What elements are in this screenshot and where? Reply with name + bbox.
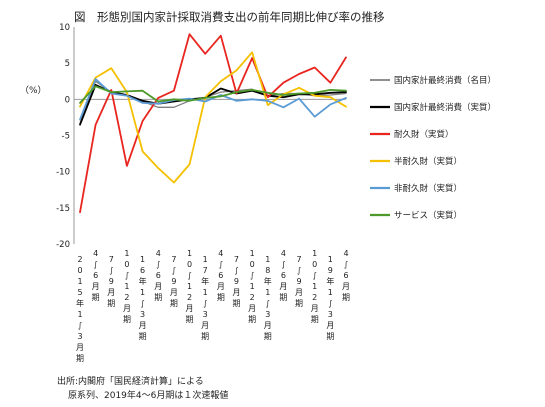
legend-label: 非耐久財（実質） <box>394 183 462 194</box>
x-tick-label: 1 9 年 1 ∫ 3 月期 <box>326 255 334 341</box>
legend-label: サービス（実質） <box>394 210 462 221</box>
y-tick-label: -15 <box>56 204 70 214</box>
x-tick-label: 4 ∫ 6 月期 <box>217 249 225 302</box>
y-tick-label: -10 <box>56 168 70 178</box>
x-axis-category-labels: 2 0 1 5 年 1 ∫ 3 月期 4 ∫ 6 月期 7 ∫ 9 月期 1 0 ∫ 1 2 月期 1 6 年 1 ∫ 3 月期 4 ∫ 6 月期… <box>76 249 350 363</box>
y-axis-unit-label: （%） <box>20 85 47 96</box>
x-tick-label: 4 ∫ 6 月期 <box>342 249 350 302</box>
legend: 国内家計最終消費（名目） 国内家計最終消費（実質） 耐久財（実質） 半耐久財（実質） 非… <box>370 75 496 221</box>
legend-label: 半耐久財（実質） <box>394 156 462 167</box>
x-tick-label: 2 0 1 5 年 1 ∫ 3 月期 <box>76 255 84 363</box>
series-line <box>79 51 347 184</box>
y-tick-label: 10 <box>59 23 70 33</box>
x-tick-label: 4 ∫ 6 月期 <box>154 249 162 302</box>
source-note-2: 原系列、2019年4〜6月期は１次速報値 <box>68 389 228 401</box>
series-line <box>79 80 347 124</box>
x-tick-label: 1 0 ∫ 1 2 月期 <box>186 249 194 324</box>
y-tick-label: 5 <box>65 59 70 69</box>
x-tick-label: 1 6 年 1 ∫ 3 月期 <box>139 255 147 341</box>
series-lines <box>79 33 347 214</box>
x-tick-label: 1 0 ∫ 1 2 月期 <box>311 249 319 324</box>
legend-label: 国内家計最終消費（名目） <box>394 75 496 86</box>
x-tick-label: 7 ∫ 9 月期 <box>107 255 115 308</box>
x-tick-label: 7 ∫ 9 月期 <box>295 255 303 308</box>
series-line <box>79 78 347 121</box>
axes <box>73 27 346 244</box>
y-tick-label: 0 <box>65 95 70 105</box>
x-tick-label: 7 ∫ 9 月期 <box>232 255 240 308</box>
x-tick-label: 4 ∫ 6 月期 <box>92 249 100 302</box>
x-tick-label: 1 7 年 1 ∫ 3 月期 <box>201 255 209 341</box>
x-tick-label: 1 0 ∫ 1 2 月期 <box>248 249 256 324</box>
series-line <box>79 85 347 104</box>
x-tick-label: 1 8 年 1 ∫ 3 月期 <box>264 255 272 341</box>
legend-label: 耐久財（実質） <box>394 129 454 140</box>
source-note: 出所:内閣府「国民経済計算」による <box>57 375 204 387</box>
legend-label: 国内家計最終消費（実質） <box>394 102 496 113</box>
chart-title: 図 形態別国内家計採取消費支出の前年同期比伸び率の推移 <box>74 10 385 24</box>
series-line <box>79 33 347 214</box>
y-axis-ticks: 10 5 0 -5 -10 -15 -20 <box>56 23 70 250</box>
y-tick-label: -5 <box>62 132 70 142</box>
x-tick-label: 7 ∫ 9 月期 <box>170 255 178 308</box>
x-tick-label: 1 0 ∫ 1 2 月期 <box>123 249 131 324</box>
y-tick-label: -20 <box>56 240 70 250</box>
x-tick-label: 4 ∫ 6 月期 <box>279 249 287 302</box>
